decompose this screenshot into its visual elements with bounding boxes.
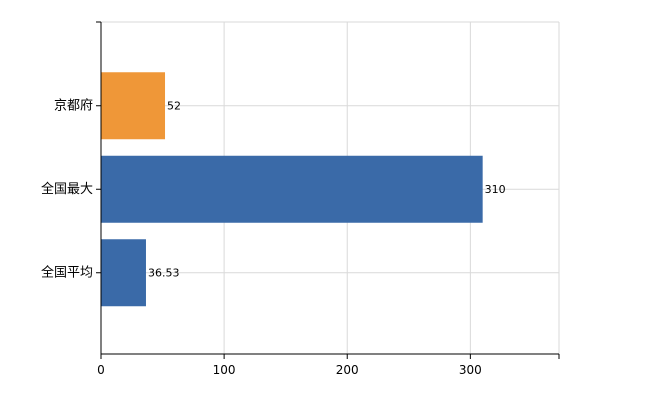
- data-label-2: 310: [485, 183, 506, 196]
- bar-3: [101, 239, 146, 307]
- x-tick-label-2: 200: [336, 363, 359, 377]
- bar-1: [101, 72, 166, 140]
- bar-2: [101, 155, 483, 223]
- x-tick-label-0: 0: [97, 363, 105, 377]
- axis-layer: [96, 21, 560, 359]
- x-tick-label-1: 100: [213, 363, 236, 377]
- bar-layer: [101, 72, 483, 307]
- category-label-3: 全国平均: [41, 264, 93, 280]
- data-label-1: 52: [167, 99, 181, 112]
- x-tick-label-3: 300: [459, 363, 482, 377]
- category-label-1: 京都府: [54, 98, 93, 113]
- data-label-3: 36.53: [148, 266, 180, 279]
- category-label-2: 全国最大: [41, 181, 93, 197]
